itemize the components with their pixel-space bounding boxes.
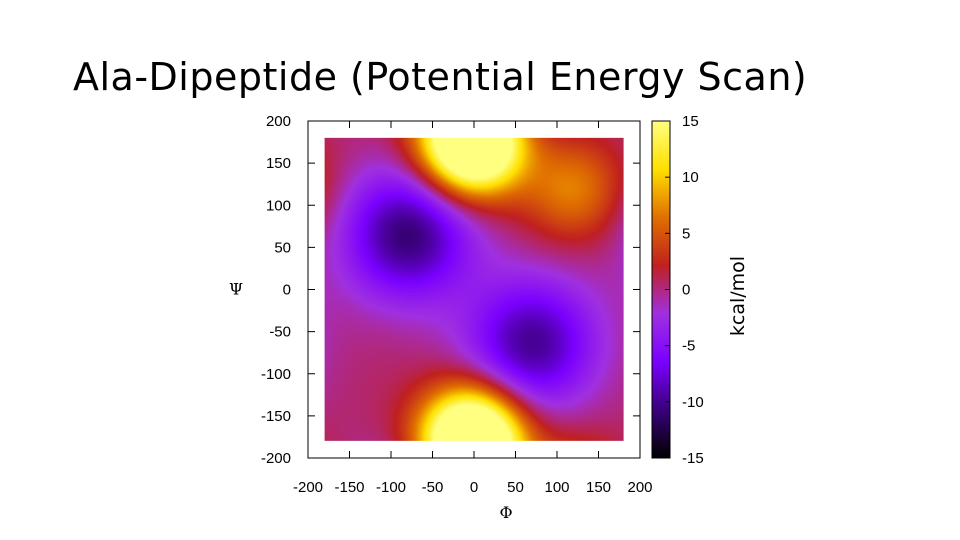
heatmap-cells	[324, 137, 624, 441]
x-tick-label: 50	[507, 479, 524, 496]
colorbar-tick-label: 5	[682, 225, 690, 242]
y-tick-label: 200	[266, 113, 291, 130]
x-tick-label: -100	[376, 479, 406, 496]
colorbar-tick-label: -10	[682, 394, 704, 411]
colorbar-tick-label: 15	[682, 113, 699, 130]
colorbar-tick-label: -15	[682, 450, 704, 467]
x-tick-label: 0	[470, 479, 478, 496]
y-axis-label: Ψ	[229, 280, 243, 299]
colorbar-axis: -15 -10 -5 0 5 10 15	[665, 113, 704, 467]
y-tick-label: 50	[274, 239, 291, 256]
y-tick-label: -100	[261, 366, 291, 383]
x-tick-label: 150	[586, 479, 611, 496]
x-axis-label: Φ	[499, 503, 512, 522]
x-tick-label: -150	[334, 479, 364, 496]
x-axis: -200 -150 -100 -50 0 50 100 150 200	[293, 121, 653, 496]
y-tick-label: -200	[261, 450, 291, 467]
x-tick-label: -200	[293, 479, 323, 496]
colorbar-tick-label: -5	[682, 338, 695, 355]
colorbar-tick-label: 0	[682, 282, 690, 299]
colorbar-tick-label: 10	[682, 169, 699, 186]
colorbar-label: kcal/mol	[727, 256, 749, 336]
x-tick-label: 200	[627, 479, 652, 496]
heatmap-surface	[324, 137, 624, 441]
y-axis: -200 -150 -100 -50 0 50 100 150 200	[261, 113, 640, 467]
y-tick-label: 0	[283, 282, 291, 299]
y-tick-label: 150	[266, 155, 291, 172]
y-tick-label: -50	[269, 324, 291, 341]
x-tick-label: -50	[422, 479, 444, 496]
y-tick-label: 100	[266, 197, 291, 214]
x-tick-label: 100	[544, 479, 569, 496]
slide-title: Ala-Dipeptide (Potential Energy Scan)	[73, 55, 808, 99]
y-tick-label: -150	[261, 408, 291, 425]
